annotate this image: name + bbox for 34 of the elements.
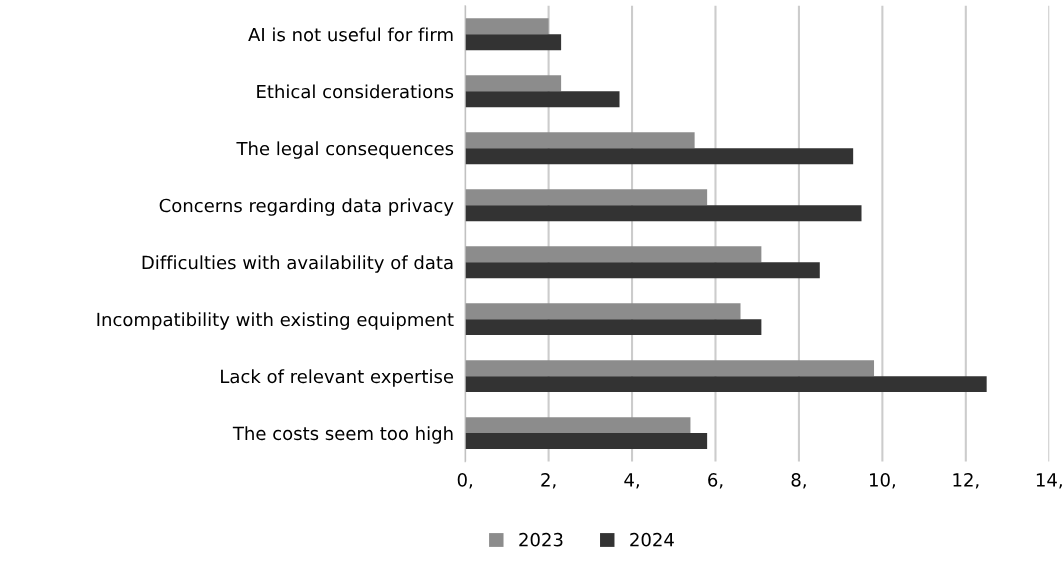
y-tick-label: The legal consequences [236, 141, 454, 159]
bar [465, 246, 762, 263]
x-tick-label: 4, [624, 473, 639, 489]
y-tick-label: Lack of relevant expertise [221, 369, 454, 387]
bar [465, 34, 562, 51]
bar [465, 360, 875, 377]
y-tick-label: Ethical considerations [257, 84, 454, 99]
y-tick-label: Concerns regarding data privacy [159, 198, 454, 216]
x-tick-label: 2, [541, 473, 556, 489]
bar [465, 433, 708, 450]
legend-label: 2024 [630, 532, 674, 547]
x-tick-label: 8, [791, 473, 806, 489]
bar [465, 91, 620, 108]
x-tick-label: 0, [457, 473, 473, 489]
legend-label: 2023 [519, 532, 563, 547]
x-tick-label: 10, [870, 473, 895, 489]
y-tick-label: Incompatibility with existing equipment [97, 312, 454, 330]
x-tick-label: 6, [708, 473, 723, 489]
bar [465, 148, 854, 165]
bar [465, 205, 862, 222]
bar [465, 18, 549, 35]
bar [465, 132, 695, 149]
x-tick-label: 14, [1036, 473, 1062, 489]
y-tick-label: The costs seem too high [232, 426, 453, 444]
bar [465, 376, 987, 393]
bar [465, 319, 762, 336]
bar [465, 262, 820, 279]
bar [465, 417, 691, 434]
bar [465, 303, 741, 320]
x-tick-label: 12, [953, 473, 979, 489]
bar [465, 189, 708, 206]
y-tick-label: AI is not useful for firm [248, 27, 453, 42]
y-tick-label: Difficulties with availability of data [142, 255, 453, 273]
bar [465, 75, 562, 92]
